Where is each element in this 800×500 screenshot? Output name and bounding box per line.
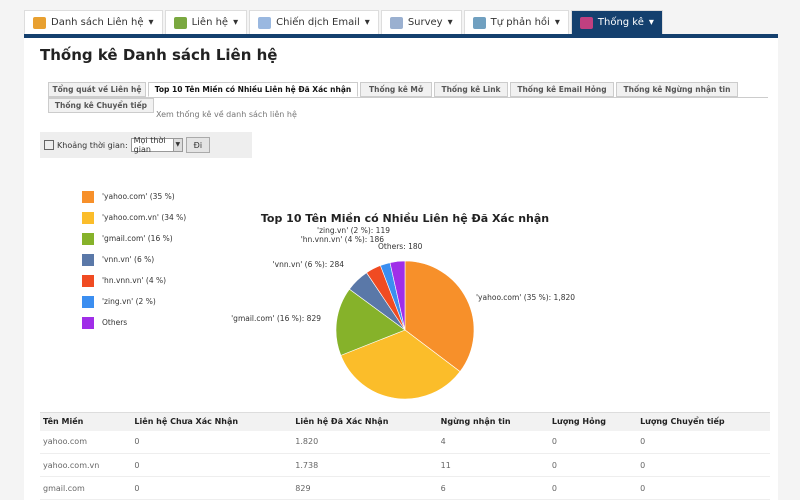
slice-label: 'zing.vn' (2 %): 119 — [317, 226, 390, 235]
autoresponder-icon — [472, 16, 486, 29]
table-cell: 0 — [637, 453, 770, 477]
legend-label: 'gmail.com' (16 %) — [102, 234, 173, 243]
table-cell: 0 — [131, 430, 293, 454]
column-header[interactable]: Tên Miền — [40, 412, 132, 431]
pie-slice[interactable] — [389, 260, 406, 331]
tab-top10-domains[interactable]: Top 10 Tên Miền có Nhiều Liên hệ Đã Xác … — [148, 82, 358, 97]
legend-label: 'zing.vn' (2 %) — [102, 297, 156, 306]
table-cell: 1.820 — [292, 430, 438, 454]
column-header[interactable]: Liên hệ Đã Xác Nhận — [292, 412, 438, 431]
calendar-icon — [44, 140, 54, 150]
chevron-down-icon: ▼ — [173, 139, 182, 151]
nav-bar — [24, 34, 778, 38]
table-cell: 6 — [437, 476, 549, 500]
legend-swatch — [82, 253, 94, 266]
column-header[interactable]: Ngừng nhận tin — [437, 412, 549, 431]
legend-item[interactable]: 'hn.vnn.vn' (4 %) — [82, 270, 186, 291]
email-icon — [258, 16, 272, 29]
pie-slice[interactable] — [340, 329, 461, 400]
chart-legend: 'yahoo.com' (35 %) 'yahoo.com.vn' (34 %) '… — [82, 186, 186, 333]
tab-forwards[interactable]: Thống kê Chuyển tiếp — [48, 98, 154, 113]
nav-statistics[interactable]: Thống kê ▾ — [570, 10, 663, 34]
chart-title: Top 10 Tên Miền có Nhiều Liên hệ Đã Xác … — [261, 212, 549, 225]
time-range-label: Khoảng thời gian: — [57, 140, 128, 150]
table-cell: 0 — [548, 430, 638, 454]
survey-icon — [389, 16, 403, 29]
legend-item[interactable]: 'yahoo.com' (35 %) — [82, 186, 186, 207]
legend-item[interactable]: 'zing.vn' (2 %) — [82, 291, 186, 312]
column-header[interactable]: Lượng Hỏng — [548, 412, 638, 431]
legend-item[interactable]: 'vnn.vn' (6 %) — [82, 249, 186, 270]
time-filter: Khoảng thời gian: Mọi thời gian ▼ Đi — [40, 132, 252, 158]
legend-label: 'yahoo.com.vn' (34 %) — [102, 213, 187, 222]
legend-swatch — [82, 232, 94, 245]
tab-strip: Tổng quát về Liên hệ Top 10 Tên Miền có … — [48, 82, 768, 113]
main-nav: Danh sách Liên hệ ▾ Liên hệ ▾ Chiến dịch… — [24, 10, 665, 34]
table-cell: 829 — [292, 476, 438, 500]
time-range-value: Mọi thời gian — [133, 136, 166, 154]
table-cell: yahoo.com — [40, 430, 132, 454]
table-header: Tên Miền Liên hệ Chưa Xác Nhận Liên hệ Đã … — [40, 412, 770, 431]
slice-label: Others: 180 — [378, 242, 423, 251]
table-cell: 0 — [548, 453, 638, 477]
legend-label: 'yahoo.com' (35 %) — [102, 192, 175, 201]
tab-links[interactable]: Thống kê Link — [434, 82, 508, 97]
table-row: yahoo.com 0 1.820 4 0 0 — [40, 430, 770, 454]
legend-swatch — [82, 211, 94, 224]
table-cell: 0 — [637, 430, 770, 454]
table-row: gmail.com 0 829 6 0 0 — [40, 476, 770, 500]
table-cell: 0 — [548, 476, 638, 500]
main-panel: Thống kê Danh sách Liên hệ Tổng quát về … — [24, 38, 778, 500]
slice-label: 'yahoo.com' (35 %): 1,820 — [476, 293, 575, 302]
pie-slice[interactable] — [335, 288, 406, 356]
nav-contact-lists[interactable]: Danh sách Liên hệ ▾ — [24, 10, 163, 34]
legend-swatch — [82, 295, 94, 308]
slice-label: 'hn.vnn.vn' (4 %): 186 — [301, 235, 385, 244]
nav-autoresponder[interactable]: Tự phản hồi ▾ — [463, 10, 569, 34]
tab-unsubscribes[interactable]: Thống kê Ngừng nhận tin — [616, 82, 738, 97]
legend-swatch — [82, 316, 94, 329]
tab-bounces[interactable]: Thống kê Email Hỏng — [510, 82, 614, 97]
column-header[interactable]: Lượng Chuyển tiếp — [637, 412, 770, 431]
legend-item[interactable]: Others — [82, 312, 186, 333]
table-cell: 0 — [131, 453, 293, 477]
slice-label: 'vnn.vn' (6 %): 284 — [273, 260, 345, 269]
tab-description: Xem thống kê về danh sách liên hệ — [156, 110, 297, 119]
table-cell: 1.738 — [292, 453, 438, 477]
column-header[interactable]: Liên hệ Chưa Xác Nhận — [131, 412, 293, 431]
table-cell: 4 — [437, 430, 549, 454]
legend-label: Others — [102, 318, 128, 327]
tab-overview[interactable]: Tổng quát về Liên hệ — [48, 82, 146, 97]
statistics-icon — [579, 16, 593, 29]
domain-table: Tên Miền Liên hệ Chưa Xác Nhận Liên hệ Đã … — [40, 412, 770, 500]
table-row: yahoo.com.vn 0 1.738 11 0 0 — [40, 453, 770, 477]
page-title: Thống kê Danh sách Liên hệ — [40, 46, 278, 64]
slice-label: 'gmail.com' (16 %): 829 — [231, 314, 321, 323]
nav-survey[interactable]: Survey ▾ — [380, 10, 462, 34]
contacts-list-icon — [33, 16, 46, 29]
table-cell: 11 — [437, 453, 549, 477]
legend-label: 'hn.vnn.vn' (4 %) — [102, 276, 167, 285]
go-button[interactable]: Đi — [185, 137, 211, 153]
legend-label: 'vnn.vn' (6 %) — [102, 255, 155, 264]
pie-chart: Top 10 Tên Miền có Nhiều Liên hệ Đã Xác … — [231, 212, 575, 416]
nav-email-campaigns[interactable]: Chiến dịch Email ▾ — [249, 10, 379, 34]
legend-item[interactable]: 'yahoo.com.vn' (34 %) — [82, 207, 186, 228]
tab-opens[interactable]: Thống kê Mở — [360, 82, 432, 97]
legend-item[interactable]: 'gmail.com' (16 %) — [82, 228, 186, 249]
legend-swatch — [82, 274, 94, 287]
pie-slice[interactable] — [404, 260, 475, 373]
contact-icon — [173, 16, 187, 29]
table-cell: yahoo.com.vn — [40, 453, 132, 477]
nav-contacts[interactable]: Liên hệ ▾ — [164, 10, 248, 34]
time-range-select[interactable]: Mọi thời gian ▼ — [130, 136, 183, 154]
legend-swatch — [82, 190, 94, 203]
table-cell: 0 — [131, 476, 293, 500]
table-cell: gmail.com — [40, 476, 132, 500]
table-cell: 0 — [637, 476, 770, 500]
